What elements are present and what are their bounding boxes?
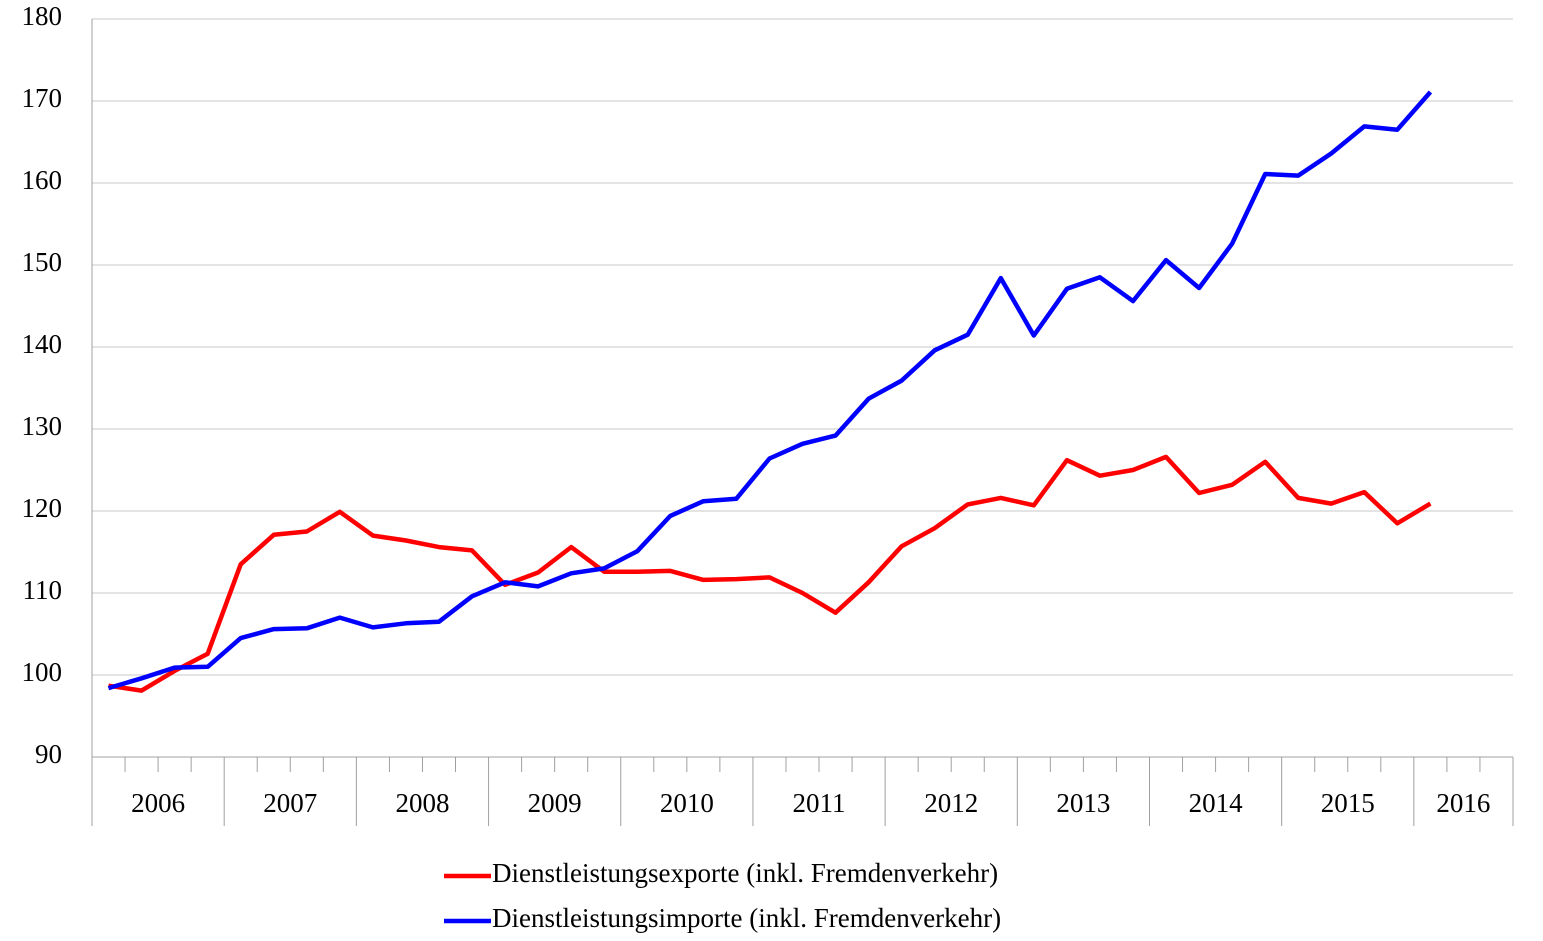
x-group-label: 2012 [924,788,978,818]
x-group-label: 2006 [131,788,185,818]
x-group-label: 2011 [793,788,846,818]
y-tick-label: 140 [22,329,63,359]
x-group-label: 2007 [263,788,317,818]
x-group-label: 2009 [528,788,582,818]
y-tick-label: 110 [23,575,63,605]
y-tick-label: 90 [35,739,62,769]
x-group-label: 2010 [660,788,714,818]
legend-label: Dienstleistungsimporte (inkl. Fremdenver… [492,903,1001,933]
line-series [108,454,1432,693]
x-group-label: 2008 [395,788,449,818]
y-tick-label: 180 [22,1,63,31]
y-tick-label: 160 [22,165,63,195]
y-tick-label: 120 [22,493,63,523]
x-group-label: 2014 [1189,788,1244,818]
y-tick-label: 100 [22,657,63,687]
legend-label: Dienstleistungsexporte (inkl. Fremdenver… [492,858,998,888]
y-tick-label: 130 [22,411,63,441]
line-series [107,90,1433,691]
y-tick-label: 170 [22,83,63,113]
x-group-label: 2016 [1436,788,1490,818]
y-tick-label: 150 [22,247,63,277]
x-group-label: 2013 [1056,788,1110,818]
x-group-label: 2015 [1321,788,1375,818]
